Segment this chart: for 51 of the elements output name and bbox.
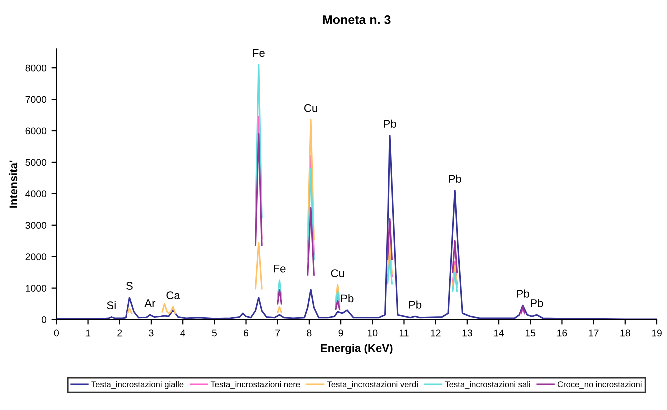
annotation: Si <box>107 301 116 310</box>
annotation: Pb <box>517 290 530 298</box>
y-tick-label: 4000 <box>26 190 47 198</box>
annotation: Pb <box>449 174 462 184</box>
annotation: Pb <box>384 120 396 128</box>
y-tick-label: 8000 <box>26 64 47 72</box>
annotation: Fe <box>253 49 265 58</box>
legend-label: Testa_incrostazioni gialle <box>92 381 184 390</box>
x-axis-title: Energia (KeV) <box>321 344 393 355</box>
x-tick-label: 12 <box>431 330 441 337</box>
x-tick-label: 16 <box>558 330 568 337</box>
x-tick-label: 15 <box>526 330 536 337</box>
annotation: Pb <box>341 294 354 303</box>
x-tick-label: 9 <box>338 330 344 337</box>
x-tick-label: 8 <box>307 330 312 337</box>
y-axis-title: Intensita' <box>9 160 18 208</box>
x-tick-label: 4 <box>180 330 186 337</box>
y-tick-label: 6000 <box>26 128 47 135</box>
x-tick-label: 18 <box>620 330 630 337</box>
annotation: Pb <box>409 300 422 309</box>
annotation: Cu <box>331 270 344 278</box>
x-tick-label: 7 <box>276 330 280 337</box>
annotation: Fe <box>274 264 286 273</box>
x-tick-label: 13 <box>462 330 472 337</box>
annotation: Ca <box>166 292 180 300</box>
x-tick-label: 5 <box>212 330 217 337</box>
x-tick-label: 2 <box>118 330 122 337</box>
annotation: Pb <box>531 299 544 308</box>
annotation: Ar <box>144 300 156 308</box>
y-tick-label: 3000 <box>26 222 47 230</box>
y-tick-label: 5000 <box>26 159 47 166</box>
legend-label: Testa_incrostazioni sali <box>445 381 530 390</box>
x-tick-label: 10 <box>368 330 378 337</box>
legend-label: Testa_incrostazioni verdi <box>327 381 418 390</box>
annotation: Cu <box>304 104 318 112</box>
y-tick-label: 2000 <box>26 254 47 260</box>
x-tick-label: 0 <box>54 330 60 337</box>
y-tick-label: 7000 <box>26 96 47 104</box>
x-tick-label: 6 <box>244 330 249 337</box>
chart-title: Moneta n. 3 <box>323 15 391 24</box>
x-tick-label: 17 <box>589 330 599 337</box>
y-tick-label: 1000 <box>26 285 47 292</box>
y-tick-label: 0 <box>42 316 47 324</box>
x-tick-label: 19 <box>652 330 662 337</box>
legend-label: Croce_no incrostazioni <box>558 381 642 390</box>
x-tick-label: 11 <box>400 330 409 337</box>
annotation: S <box>126 282 133 290</box>
x-tick-label: 14 <box>494 330 504 337</box>
x-tick-label: 3 <box>149 330 154 337</box>
x-tick-label: 1 <box>86 330 91 337</box>
legend-label: Testa_incrostazioni nere <box>210 381 300 390</box>
